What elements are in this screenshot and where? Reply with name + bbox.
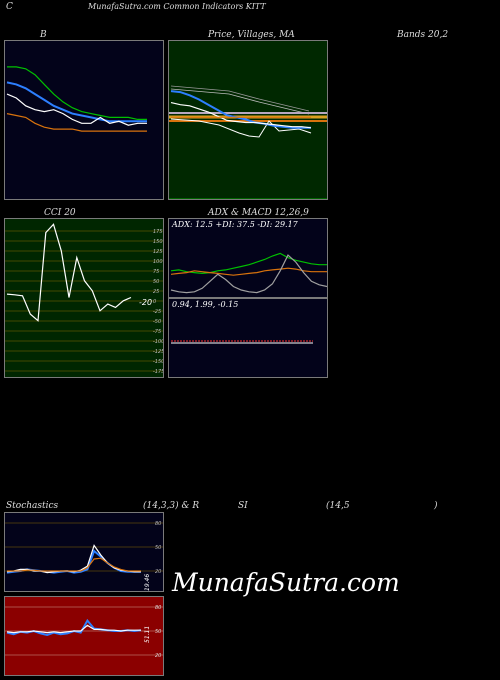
cci-label: CCI 20 <box>44 208 76 218</box>
site-title: MunafaSutra.com Common Indicators KITT <box>88 2 266 11</box>
stoch-params-label: (14,3,3) & R <box>143 501 200 511</box>
band-line-mid <box>170 88 310 115</box>
macd-panel: 0.94, 1.99, -0.15 <box>168 298 328 378</box>
series-line-orange <box>6 113 147 132</box>
stoch-value-label: 19.46 <box>144 574 151 591</box>
cci-tick-label: -75 <box>153 329 161 335</box>
price-close-line <box>170 118 312 138</box>
series-line-adx <box>170 254 327 294</box>
price-ma-label: Price, Villages, MA <box>208 30 295 40</box>
bands-label: Bands 20,2 <box>397 30 449 40</box>
stoch-panel: 80 50 20 19.46 <box>4 512 164 592</box>
rsi-tick-label: 20 <box>155 653 161 659</box>
cci-tick-label: -100 <box>153 339 164 345</box>
band-line-upper <box>170 85 310 112</box>
cci-value-label: -20 <box>139 298 152 307</box>
series-line-white <box>6 223 132 322</box>
cci-tick-label: 25 <box>153 289 159 295</box>
rsi-params-label: (14,5 <box>326 501 350 511</box>
adx-chart <box>170 252 327 294</box>
cci-tick-label: -50 <box>153 319 161 325</box>
rsi-panel: 80 50 20 51.11 <box>4 596 164 676</box>
bollinger-panel <box>4 40 164 200</box>
series-line-di <box>170 252 327 275</box>
rsi-chart: 80 50 20 51.11 <box>5 605 163 659</box>
series-line-di <box>170 267 327 276</box>
series-line-blue <box>6 618 142 637</box>
rsi-value-label: 51.11 <box>144 626 151 643</box>
price-ma-chart <box>169 85 327 199</box>
adx-macd-label: ADX & MACD 12,26,9 <box>208 208 309 218</box>
cci-tick-label: -150 <box>153 359 164 365</box>
series-line-orange <box>7 557 141 572</box>
series-line-white <box>170 102 312 129</box>
series-line-white <box>6 93 147 126</box>
stoch-tick-label: 20 <box>155 569 161 575</box>
stoch-chart: 80 50 20 19.46 <box>5 521 163 591</box>
cci-tick-label: -125 <box>153 349 164 355</box>
rsi-close-label: ) <box>434 501 438 511</box>
header-left-char: C <box>6 2 13 12</box>
cci-tick-label: 150 <box>153 239 163 245</box>
cci-tick-label: 175 <box>153 229 163 235</box>
cci-tick-label: -175 <box>153 369 164 375</box>
cci-tick-label: -25 <box>153 309 161 315</box>
cci-tick-label: 0 <box>153 299 156 305</box>
macd-values: 0.94, 1.99, -0.15 <box>172 300 239 309</box>
adx-panel: ADX: 12.5 +DI: 37.5 -DI: 29.17 <box>168 218 328 298</box>
cci-tick-label: 50 <box>153 279 159 285</box>
stoch-tick-label: 80 <box>155 521 161 527</box>
cci-tick-label: 125 <box>153 249 163 255</box>
cci-panel: 175 150 125 100 75 50 25 0 -25 -50 -75 -100 -125 -150… <box>4 218 164 378</box>
series-line-green <box>7 66 147 121</box>
stoch-label: Stochastics <box>6 501 59 511</box>
series-line-blue <box>170 90 311 129</box>
cci-tick-label: 100 <box>153 259 163 265</box>
rsi-tick-label: 80 <box>155 605 161 611</box>
bollinger-label: B <box>40 30 47 40</box>
stoch-tick-label: 50 <box>155 545 161 551</box>
cci-tick-label: 75 <box>153 269 159 275</box>
series-line-white <box>6 624 141 634</box>
cci-chart: 175 150 125 100 75 50 25 0 -25 -50 -75 -100 -125 -150… <box>5 223 164 375</box>
rsi-label: SI <box>238 501 248 511</box>
bollinger-chart <box>6 66 147 132</box>
rsi-tick-label: 50 <box>155 629 161 635</box>
series-line-blue <box>6 81 147 123</box>
macd-chart <box>171 340 313 344</box>
price-ma-panel <box>168 40 328 200</box>
watermark: MunafaSutra.com <box>172 568 400 597</box>
adx-values: ADX: 12.5 +DI: 37.5 -DI: 29.17 <box>172 220 298 229</box>
